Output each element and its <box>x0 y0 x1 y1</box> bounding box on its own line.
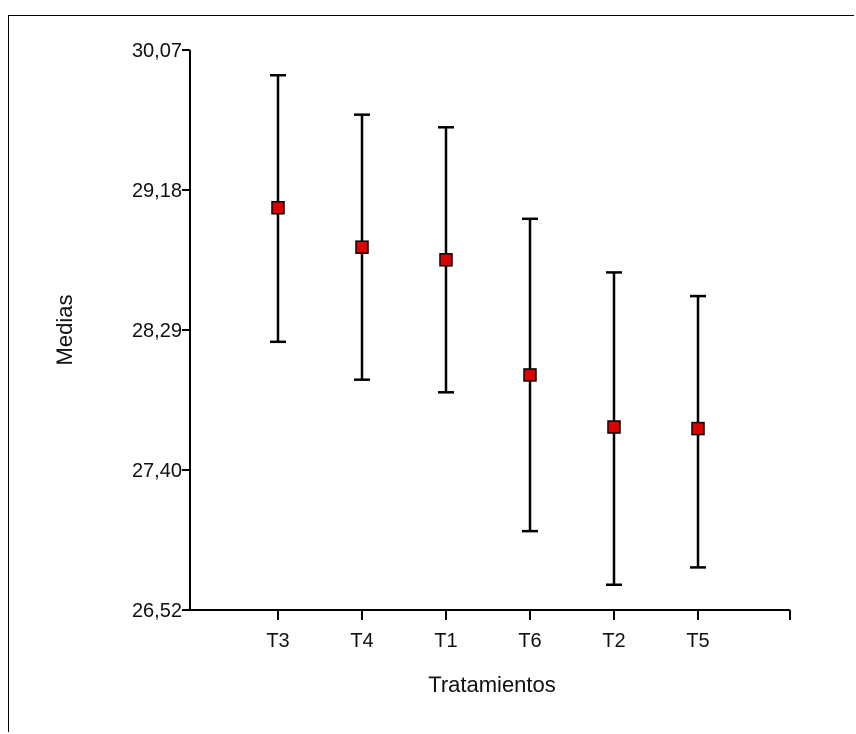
x-tick-label: T4 <box>350 630 373 652</box>
data-marks <box>270 73 706 587</box>
y-axis-title: Medias <box>52 295 77 366</box>
mean-marker <box>271 200 285 215</box>
x-tick-label: T2 <box>602 630 625 652</box>
mean-marker <box>439 253 453 267</box>
mean-marker <box>523 368 537 382</box>
y-tick-label: 26,52 <box>132 600 182 622</box>
y-tick-label: 30,07 <box>132 40 182 62</box>
x-tick-label: T5 <box>686 630 709 652</box>
y-tick-label: 27,40 <box>132 460 182 482</box>
mean-marker <box>691 421 705 436</box>
x-ticks: T3 T4 T1 T6 T2 T5 <box>266 610 710 652</box>
y-ticks: 26,52 27,40 28,29 29,18 30,07 <box>132 40 190 622</box>
x-axis-title: Tratamientos <box>428 672 556 697</box>
mean-marker <box>355 240 369 254</box>
chart-frame <box>8 15 854 732</box>
x-tick-label: T3 <box>266 630 289 652</box>
y-tick-label: 28,29 <box>132 320 182 342</box>
y-tick-label: 29,18 <box>132 180 182 202</box>
axes <box>189 50 791 620</box>
x-tick-label: T6 <box>518 630 541 652</box>
mean-marker <box>607 420 621 434</box>
x-tick-label: T1 <box>434 630 457 652</box>
